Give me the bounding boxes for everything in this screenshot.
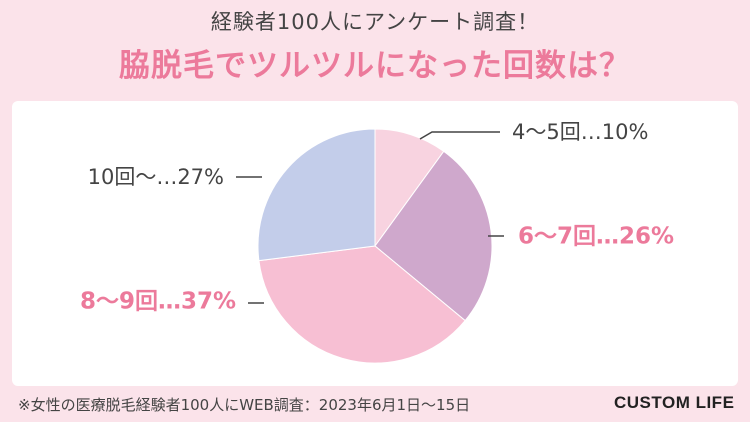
slice-label-1: 4〜5回…10% xyxy=(512,120,648,144)
slice-label-2: 6〜7回…26% xyxy=(518,224,674,250)
subtitle: 経験者100人にアンケート調査！ xyxy=(210,10,540,34)
pie-slice-4 xyxy=(257,128,376,262)
slice-label-4: 10回〜…27% xyxy=(88,165,224,189)
slice-label-3: 8〜9回…37% xyxy=(80,289,236,315)
pie-slice-1 xyxy=(374,128,445,248)
brand-logo: CUSTOM LIFE xyxy=(614,393,735,412)
pie-slice-2 xyxy=(374,150,493,322)
chart-title: 脇脱毛でツルツルになった回数は？ xyxy=(119,48,631,84)
survey-footnote: ※女性の医療脱毛経験者100人にWEB調査：2023年6月1日〜15日 xyxy=(18,396,471,414)
pie-slice-3 xyxy=(258,245,466,364)
leader-line-1 xyxy=(419,131,500,140)
